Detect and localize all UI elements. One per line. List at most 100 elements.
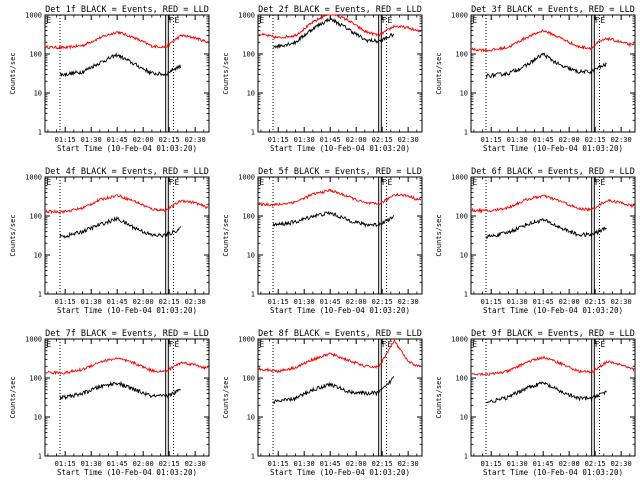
edge-label: E (388, 16, 393, 25)
x-tick-label: 01:45 (320, 460, 341, 468)
chart-panel: Det 6f BLACK = Events, RED = LLD 1 10 100 10… (435, 167, 636, 315)
y-tick-label: 100 (29, 51, 42, 59)
lld-series-line (258, 339, 422, 374)
plot-frame (257, 338, 423, 457)
x-tick-label: 01:15 (481, 136, 502, 144)
chart-panel: Det 4f BLACK = Events, RED = LLD 1 10 100 10… (9, 167, 210, 315)
x-tick-label: 01:15 (55, 298, 76, 306)
x-tick-label: 02:30 (185, 298, 206, 306)
y-axis-label: Counts/sec (9, 376, 17, 418)
x-tick-label: 02:00 (133, 460, 154, 468)
lld-series-line (471, 355, 635, 377)
chart-title: Det 8f BLACK = Events, RED = LLD (258, 329, 422, 339)
events-series-line (272, 15, 395, 50)
y-tick-label: 1000 (451, 174, 468, 182)
plot-frame (44, 338, 210, 457)
edge-label: F (382, 16, 387, 25)
y-tick-label: 1 (251, 453, 255, 461)
x-tick-label: 02:15 (159, 298, 180, 306)
events-series-line (485, 52, 607, 79)
y-tick-label: 10 (247, 414, 255, 422)
events-series-line (59, 215, 181, 239)
edge-label: F (595, 340, 600, 349)
x-tick-label: 01:45 (533, 298, 554, 306)
y-tick-label: 1000 (238, 174, 255, 182)
y-tick-label: 100 (455, 51, 468, 59)
x-tick-label: 01:45 (320, 136, 341, 144)
edge-label: E (259, 16, 264, 25)
x-tick-label: 02:00 (559, 298, 580, 306)
y-tick-label: 1000 (25, 336, 42, 344)
plot-frame (44, 14, 210, 133)
x-tick-label: 01:15 (268, 298, 289, 306)
y-tick-label: 10 (247, 90, 255, 98)
events-series-line (272, 210, 395, 228)
x-axis-label: Start Time (10-Feb-04 01:03:20) (270, 144, 410, 153)
x-tick-label: 02:15 (372, 298, 393, 306)
x-tick-label: 01:45 (107, 460, 128, 468)
x-tick-label: 01:45 (320, 298, 341, 306)
y-axis-label: Counts/sec (222, 214, 230, 256)
edge-label: E (601, 340, 606, 349)
x-tick-label: 01:15 (481, 298, 502, 306)
chart-title: Det 7f BLACK = Events, RED = LLD (45, 329, 209, 339)
edge-label: F (382, 178, 387, 187)
edge-label: E (46, 340, 51, 349)
y-axis-label: Counts/sec (435, 376, 443, 418)
y-tick-label: 1000 (451, 336, 468, 344)
y-tick-label: 100 (29, 375, 42, 383)
y-tick-label: 1 (464, 129, 468, 137)
x-tick-label: 01:15 (55, 136, 76, 144)
plot-frame (257, 176, 423, 295)
y-tick-label: 1 (464, 291, 468, 299)
y-axis-label: Counts/sec (9, 52, 17, 94)
edge-label: F (169, 340, 174, 349)
edge-label: E (601, 178, 606, 187)
events-series-line (486, 381, 607, 404)
y-tick-label: 1000 (25, 174, 42, 182)
x-tick-label: 01:30 (294, 460, 315, 468)
edge-label: E (259, 178, 264, 187)
y-tick-label: 1 (251, 129, 255, 137)
y-tick-label: 100 (242, 375, 255, 383)
x-tick-label: 02:15 (585, 136, 606, 144)
edge-label: F (169, 178, 174, 187)
chart-title: Det 5f BLACK = Events, RED = LLD (258, 167, 422, 177)
x-tick-label: 01:15 (55, 460, 76, 468)
edge-label: E (388, 340, 393, 349)
x-axis-label: Start Time (10-Feb-04 01:03:20) (483, 468, 623, 477)
x-tick-label: 01:45 (533, 136, 554, 144)
x-tick-label: 02:30 (185, 460, 206, 468)
y-tick-label: 1 (38, 291, 42, 299)
x-tick-label: 02:30 (611, 298, 632, 306)
y-tick-label: 10 (34, 90, 42, 98)
x-tick-label: 01:30 (294, 136, 315, 144)
x-tick-label: 01:30 (507, 298, 528, 306)
x-tick-label: 01:30 (507, 460, 528, 468)
chart-title: Det 3f BLACK = Events, RED = LLD (471, 5, 635, 15)
chart-panel: Det 5f BLACK = Events, RED = LLD 1 10 100 10… (222, 167, 423, 315)
x-tick-label: 01:30 (81, 460, 102, 468)
chart-panel: Det 7f BLACK = Events, RED = LLD 1 10 100 10… (9, 329, 210, 477)
edge-label: F (169, 16, 174, 25)
chart-title: Det 4f BLACK = Events, RED = LLD (45, 167, 209, 177)
edge-label: F (382, 340, 387, 349)
x-tick-label: 02:00 (133, 298, 154, 306)
y-axis-label: Counts/sec (435, 52, 443, 94)
y-tick-label: 10 (34, 414, 42, 422)
events-series-line (59, 380, 181, 401)
y-tick-label: 1 (38, 129, 42, 137)
y-tick-label: 100 (455, 375, 468, 383)
x-tick-label: 02:30 (398, 298, 419, 306)
x-axis-label: Start Time (10-Feb-04 01:03:20) (270, 306, 410, 315)
lld-series-line (258, 188, 422, 207)
x-tick-label: 02:00 (559, 460, 580, 468)
y-tick-label: 100 (242, 213, 255, 221)
y-axis-label: Counts/sec (222, 376, 230, 418)
x-tick-label: 01:30 (294, 298, 315, 306)
x-tick-label: 01:45 (107, 136, 128, 144)
plot-frame (44, 176, 210, 295)
x-tick-label: 02:00 (346, 460, 367, 468)
x-tick-label: 02:30 (611, 460, 632, 468)
